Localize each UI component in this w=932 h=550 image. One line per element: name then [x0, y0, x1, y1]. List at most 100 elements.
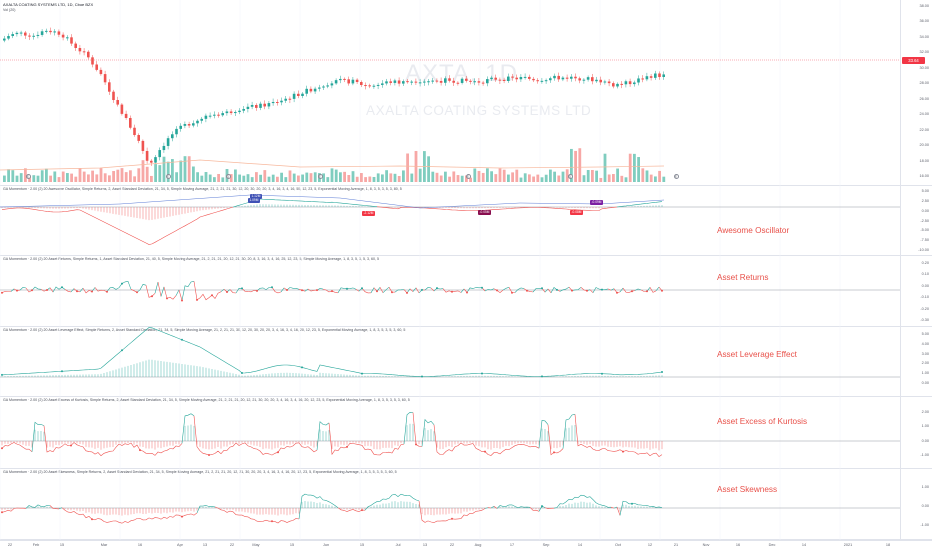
event-marker-icon[interactable]: E: [317, 174, 323, 179]
volume-bar: [519, 177, 523, 182]
ao-scale[interactable]: 5.00 2.50 0.00 -2.50 -5.00 -7.50 -10.00: [900, 186, 932, 255]
volume-bar: [53, 171, 57, 182]
indicator-line: [607, 288, 612, 291]
candle-body: [578, 78, 581, 81]
volume-bar: [477, 170, 481, 182]
asset-returns-pane[interactable]: GA Momentum · 2.00 (2) 20 Asset Returns,…: [0, 256, 932, 327]
volume-bar: [57, 177, 61, 182]
event-marker-icon[interactable]: D: [225, 174, 231, 179]
asset-leverage-pane[interactable]: GA Momentum · 2.00 (2) 20 Asset Leverage…: [0, 327, 932, 397]
candle-body: [87, 51, 90, 58]
candle-body: [53, 31, 56, 33]
candle-body: [166, 138, 170, 146]
volume-bar: [536, 174, 540, 182]
indicator-line: [181, 413, 195, 444]
awesome-oscillator-pane[interactable]: GA Momentum · 2.00 (2) 20 Awesome Oscill…: [0, 186, 932, 256]
indicator-dot: [421, 288, 423, 291]
volume-bar: [288, 170, 292, 182]
volume-bar: [246, 174, 250, 182]
indicator-line: [619, 287, 624, 293]
indicator-dot: [391, 291, 393, 294]
indicator-dot: [181, 338, 183, 341]
volume-bar: [406, 153, 409, 182]
indicator-line: [634, 288, 642, 291]
candle-body: [242, 108, 245, 111]
volume-bar: [410, 173, 414, 182]
event-marker-icon[interactable]: D: [567, 174, 573, 179]
scale-tick: 0.00: [921, 438, 929, 443]
returns-plot[interactable]: [0, 256, 900, 327]
indicator-dot: [481, 286, 483, 289]
indicator-line: [484, 288, 495, 292]
candle-body: [108, 82, 111, 92]
volume-bar: [66, 173, 69, 182]
time-axis-label: 14: [577, 543, 583, 547]
indicator-line: [610, 506, 615, 509]
event-marker-icon[interactable]: E: [465, 174, 471, 179]
indicator-line: [25, 504, 51, 509]
kurtosis-scale[interactable]: 2.00 1.00 0.00 -1.00: [900, 397, 932, 468]
scale-tick: 16.00: [919, 174, 929, 178]
leverage-plot[interactable]: [0, 327, 900, 397]
indicator-line: [589, 289, 594, 293]
volume-bar: [456, 175, 460, 182]
indicator-dot: [556, 288, 558, 291]
volume-bar: [204, 172, 208, 182]
indicator-dot: [181, 299, 183, 302]
leverage-scale[interactable]: 5.00 4.00 3.00 2.00 1.00 0.00: [900, 327, 932, 396]
ao-plot[interactable]: [0, 186, 900, 256]
candle-body: [511, 76, 514, 78]
indicator-line: [64, 289, 72, 293]
volume-bar: [427, 156, 430, 182]
scale-tick: 0.00: [921, 208, 929, 213]
indicator-dot: [316, 289, 318, 292]
ao-badge: -2.12M: [362, 211, 375, 216]
skewness-scale[interactable]: 1.00 0.00 -1.00: [900, 469, 932, 539]
volume-bar: [61, 171, 65, 182]
event-marker-icon[interactable]: E: [25, 174, 31, 179]
event-marker-icon[interactable]: E: [673, 174, 679, 179]
time-axis-label: Dec: [768, 543, 776, 547]
price-scale[interactable]: 38.00 36.00 34.00 32.00 30.00 28.00 26.00 24.00…: [900, 0, 932, 185]
volume-bar: [540, 177, 544, 182]
volume-bar: [364, 177, 367, 182]
price-pane[interactable]: AXALTA COATING SYSTEMS LTD, 1D, Cboe BZX…: [0, 0, 932, 186]
indicator-line: [613, 506, 618, 509]
candle-body: [91, 57, 94, 65]
candle-body: [200, 118, 203, 121]
volume-bar: [444, 171, 447, 182]
volume-bar: [309, 173, 313, 182]
candle-body: [11, 34, 14, 37]
asset-kurtosis-pane[interactable]: GA Momentum · 2.00 (2) 20 Asset Excess o…: [0, 397, 932, 469]
asset-skewness-pane[interactable]: GA Momentum · 2.00 (2) 20 Asset Skewness…: [0, 469, 932, 540]
volume-bar: [435, 172, 439, 182]
indicator-line: [502, 287, 510, 291]
candle-body: [658, 73, 661, 78]
event-marker-icon[interactable]: E: [165, 174, 171, 179]
price-chart[interactable]: [0, 0, 900, 186]
candle-body: [103, 74, 107, 83]
candle-body: [267, 103, 271, 107]
returns-scale[interactable]: 0.20 0.10 0.00 -0.10 -0.20 -0.30: [900, 256, 932, 326]
candle-body: [259, 103, 262, 108]
volume-bar: [649, 174, 653, 182]
time-axis-label: 14: [801, 543, 807, 547]
volume-bar: [591, 169, 594, 182]
volume-bar: [490, 171, 493, 182]
time-axis[interactable]: 22 Feb 15 Mar 16 Apr 13 22 May 15 Jun 15 Jul 13 22 Aug 1…: [0, 540, 932, 550]
candle-body: [19, 32, 23, 34]
skewness-plot[interactable]: [0, 469, 900, 540]
indicator-dot: [1, 373, 3, 376]
volume-bar: [502, 169, 506, 182]
candle-body: [217, 114, 220, 116]
indicator-dot: [271, 520, 273, 523]
volume-bar: [330, 168, 334, 182]
indicator-dot: [586, 289, 588, 292]
indicator-line: [412, 287, 417, 292]
time-axis-label: Nov: [702, 543, 710, 547]
kurtosis-plot[interactable]: [0, 397, 900, 469]
indicator-line: [316, 288, 324, 291]
candle-body: [339, 78, 342, 81]
candle-body: [280, 100, 283, 103]
candle-body: [271, 101, 275, 104]
